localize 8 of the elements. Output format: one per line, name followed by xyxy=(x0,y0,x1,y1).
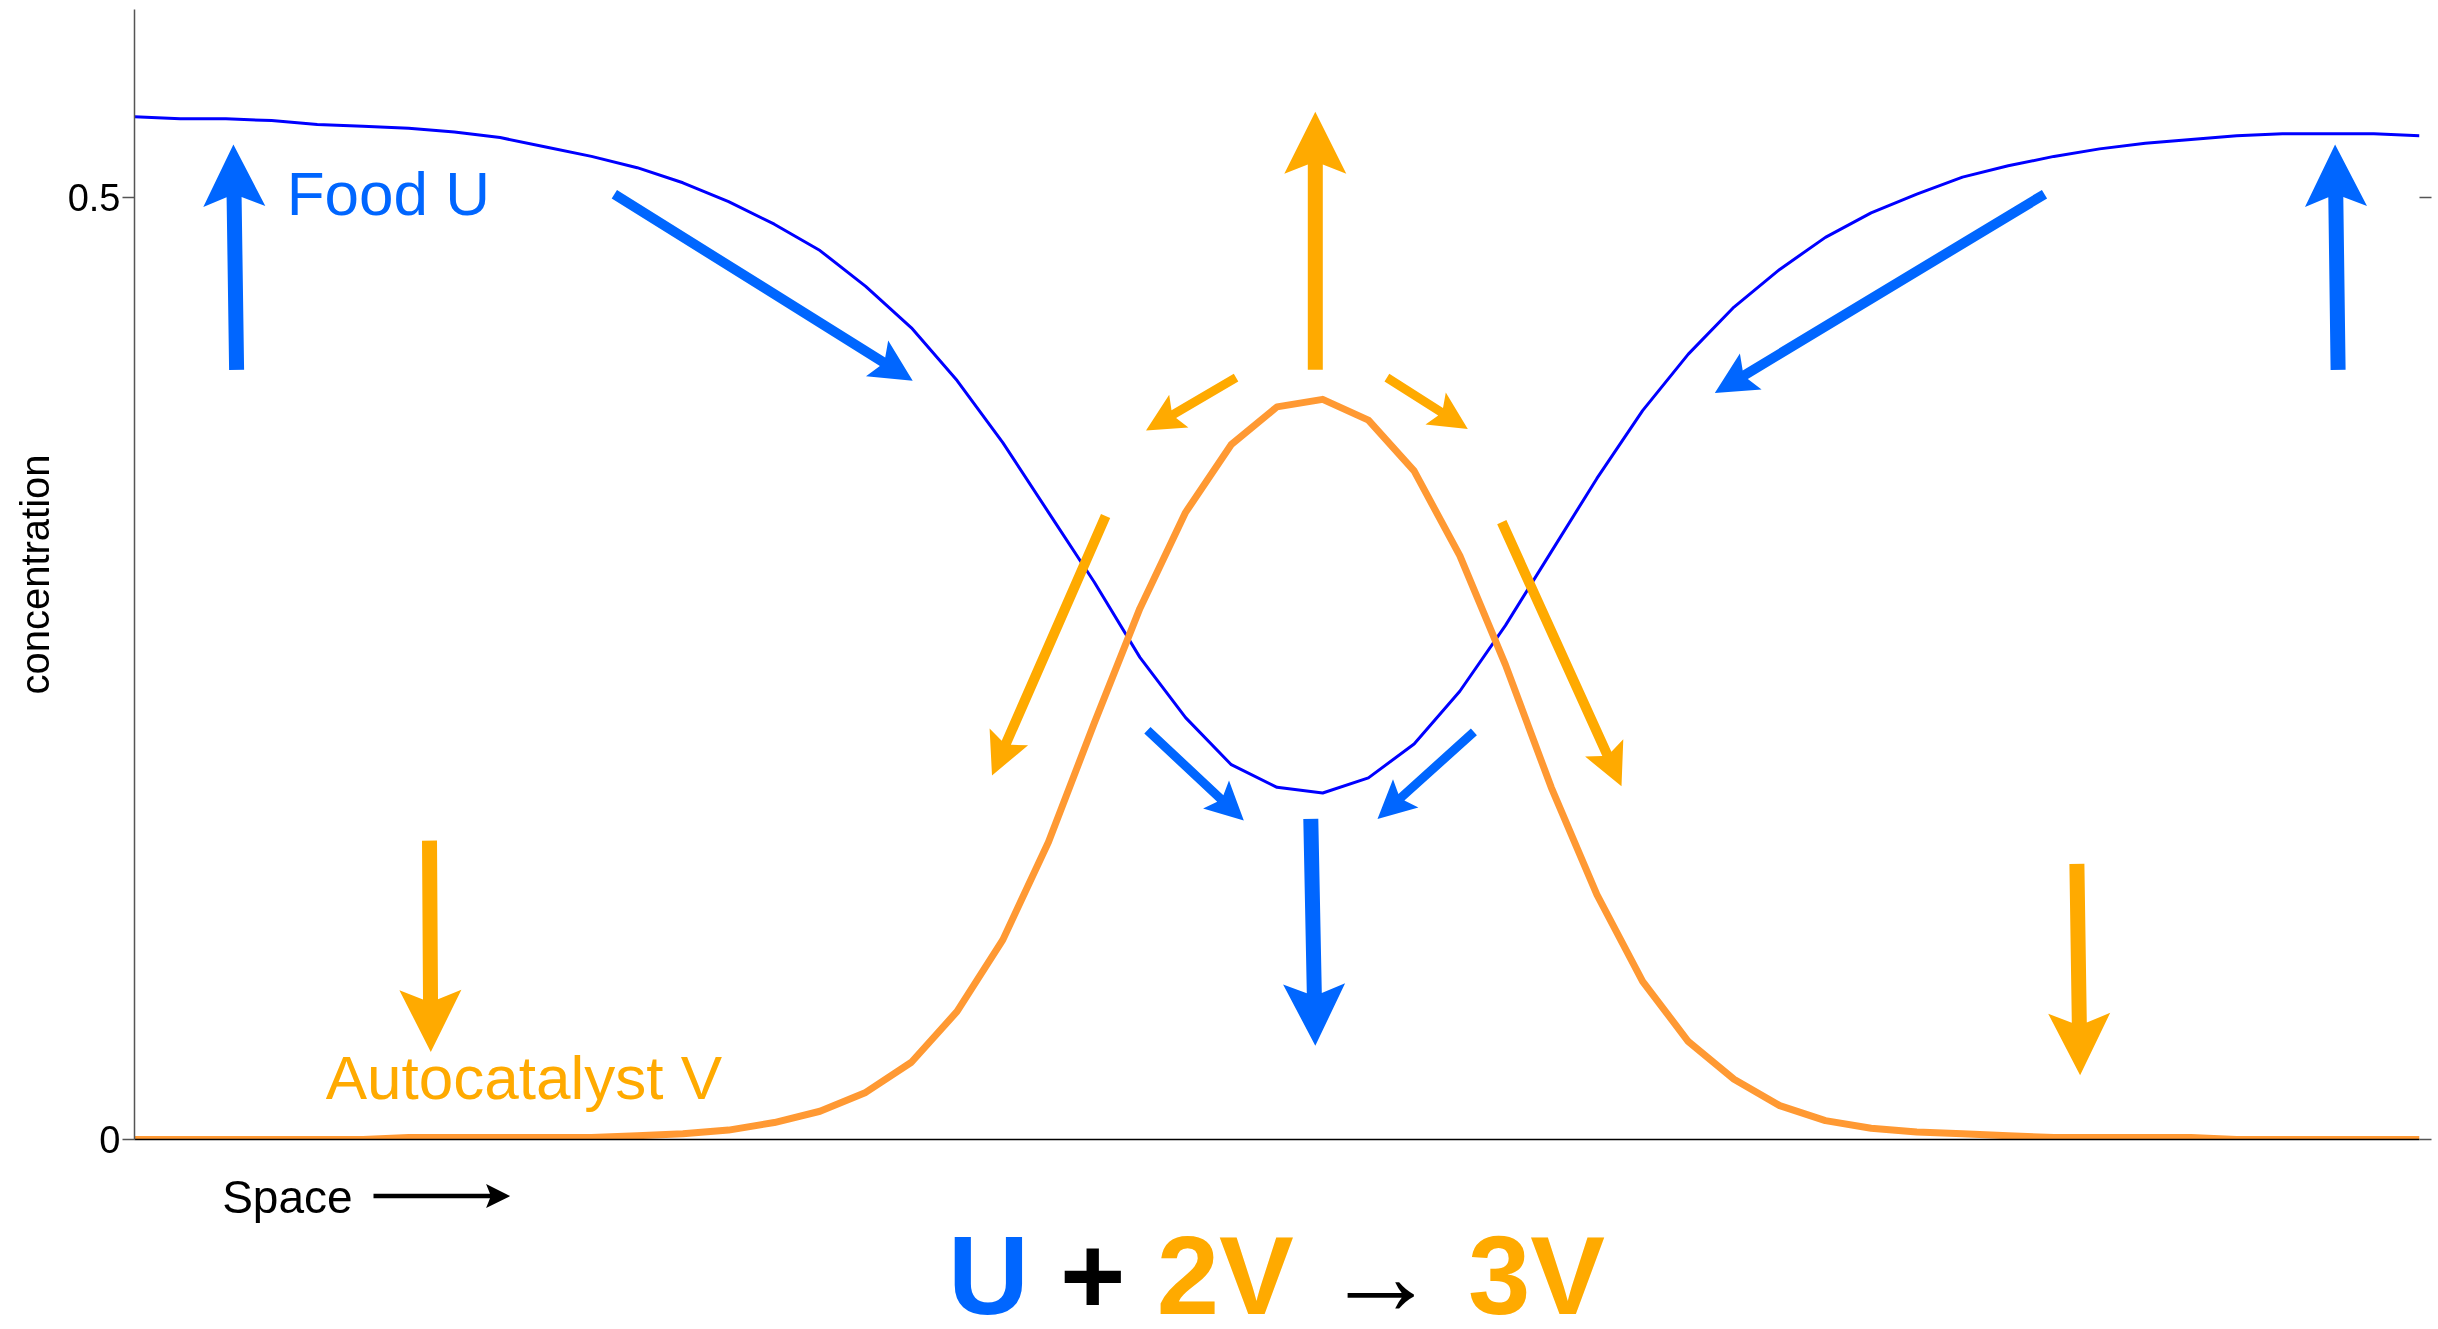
series-label: Food U xyxy=(286,159,491,229)
y-tick-label: 0 xyxy=(99,1119,121,1161)
series-label: Autocatalyst V xyxy=(325,1042,723,1112)
text: U + 2V → 3V xyxy=(948,1213,1605,1329)
y-axis-title: concentration xyxy=(12,454,57,695)
y-tick-label: 0.5 xyxy=(67,177,121,220)
x-axis-title: Space xyxy=(222,1170,353,1223)
line-series xyxy=(134,115,2420,795)
